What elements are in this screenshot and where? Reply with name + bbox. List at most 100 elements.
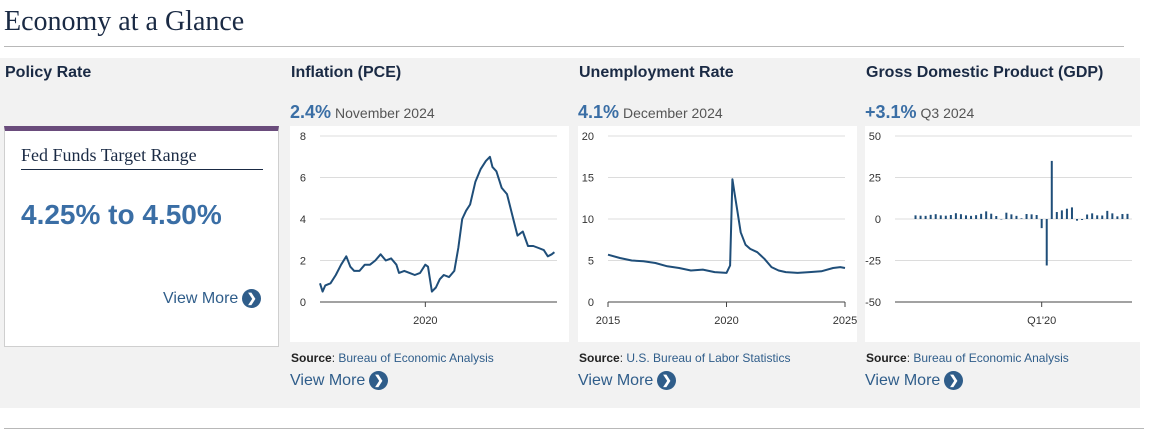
gdp-bar: [1010, 214, 1013, 219]
gdp-bar: [1126, 213, 1129, 219]
view-more-label: View More: [865, 371, 941, 389]
gdp-bar: [1111, 213, 1114, 219]
unemployment-headline: 4.1% December 2024: [578, 102, 723, 123]
inflation-chart: 0 2 4 6 8 2020: [290, 126, 569, 342]
series-line: [319, 155, 556, 293]
gdp-bar: [1015, 215, 1018, 219]
gdp-source: Source: Bureau of Economic Analysis: [866, 351, 1069, 365]
gdp-bar: [919, 215, 922, 219]
policy-rate-card: Fed Funds Target Range 4.25% to 4.50% Vi…: [4, 126, 279, 347]
gdp-chart: -50 -25 0 25 50 Q1'20: [865, 126, 1144, 342]
gdp-bar: [964, 215, 967, 219]
y-tick-label: 10: [582, 214, 594, 226]
y-tick-label: -25: [865, 256, 881, 268]
y-tick-label: 0: [300, 297, 306, 309]
gdp-value: +3.1%: [865, 102, 917, 122]
gdp-bar: [1030, 214, 1033, 219]
unemployment-value: 4.1%: [578, 102, 620, 122]
gdp-bar: [949, 215, 952, 219]
gdp-bar: [929, 214, 932, 219]
gdp-view-more-link[interactable]: View More ❯: [865, 371, 964, 390]
unemployment-view-more-link[interactable]: View More ❯: [578, 371, 677, 390]
inflation-chart-svg: 0 2 4 6 8 2020: [300, 131, 557, 327]
title-divider: [4, 46, 1124, 47]
gdp-bar: [954, 213, 957, 219]
fed-funds-value: 4.25% to 4.50%: [21, 199, 222, 230]
x-tick-label: 2015: [596, 315, 620, 327]
gdp-bar: [1065, 208, 1068, 219]
x-tick-label: 2025: [833, 315, 857, 327]
page-title: Economy at a Glance: [4, 6, 245, 37]
inflation-headline: 2.4% November 2024: [290, 102, 435, 123]
gdp-bar: [1060, 210, 1063, 219]
y-tick-label: 50: [869, 131, 881, 143]
x-tick-label: Q1'20: [1027, 315, 1056, 327]
gdp-bar: [1045, 219, 1048, 266]
gdp-bar: [980, 213, 983, 219]
chevron-right-icon: ❯: [242, 289, 262, 308]
series-line: [607, 178, 846, 274]
gdp-bar: [985, 211, 988, 219]
source-label: Source: [291, 351, 332, 365]
y-tick-label: 25: [869, 173, 881, 185]
gdp-bar: [1070, 207, 1073, 219]
chevron-right-icon: ❯: [657, 371, 677, 390]
gdp-bar: [1106, 210, 1109, 219]
y-tick-label: 0: [875, 214, 881, 226]
gdp-bar: [975, 215, 978, 219]
gdp-bar: [1005, 212, 1008, 219]
y-tick-label: 8: [300, 131, 306, 143]
gdp-bar: [1035, 215, 1038, 219]
gdp-bar: [924, 215, 927, 219]
y-tick-label: 6: [300, 173, 306, 185]
gdp-bar: [1076, 219, 1079, 221]
gdp-bar: [1101, 215, 1104, 219]
gdp-bar: [1081, 219, 1084, 220]
x-tick-label: 2020: [413, 315, 437, 327]
gdp-source-link[interactable]: Bureau of Economic Analysis: [913, 351, 1069, 365]
gdp-bar: [944, 215, 947, 219]
unemployment-heading: Unemployment Rate: [579, 64, 734, 81]
policy-rate-heading: Policy Rate: [5, 64, 92, 81]
gdp-bar: [1050, 160, 1053, 219]
source-label: Source: [579, 351, 620, 365]
gdp-bar: [1091, 213, 1094, 219]
gdp-headline: +3.1% Q3 2024: [865, 102, 974, 123]
view-more-label: View More: [290, 371, 366, 389]
gdp-bar: [1086, 214, 1089, 219]
inflation-heading: Inflation (PCE): [291, 64, 402, 81]
policy-view-more-link[interactable]: View More ❯: [163, 289, 262, 308]
unemployment-source: Source: U.S. Bureau of Labor Statistics: [579, 351, 791, 365]
gdp-bar: [1040, 219, 1043, 229]
inflation-value: 2.4%: [290, 102, 332, 122]
chevron-right-icon: ❯: [369, 371, 389, 390]
chevron-right-icon: ❯: [944, 371, 964, 390]
inflation-source: Source: Bureau of Economic Analysis: [291, 351, 494, 365]
unemployment-chart-svg: 0 5 10 15 20 2015 2020 2025: [582, 131, 857, 327]
gdp-heading: Gross Domestic Product (GDP): [866, 64, 1104, 81]
gdp-bar: [1025, 214, 1028, 219]
y-tick-label: 5: [588, 256, 594, 268]
gdp-bar: [1000, 219, 1003, 220]
inflation-view-more-link[interactable]: View More ❯: [290, 371, 389, 390]
gdp-bar: [970, 215, 973, 219]
inflation-date: November 2024: [335, 105, 435, 121]
y-tick-label: 2: [300, 256, 306, 268]
source-label: Source: [866, 351, 907, 365]
x-tick-label: 2020: [714, 315, 738, 327]
gdp-bar: [939, 215, 942, 219]
y-tick-label: 4: [300, 214, 306, 226]
gdp-date: Q3 2024: [920, 105, 975, 121]
unemployment-chart: 0 5 10 15 20 2015 2020 2025: [578, 126, 857, 342]
gdp-bar: [1020, 218, 1023, 219]
bottom-divider: [4, 428, 1144, 429]
unemployment-source-link[interactable]: U.S. Bureau of Labor Statistics: [626, 351, 791, 365]
gdp-bar: [995, 216, 998, 219]
y-tick-label: 15: [582, 173, 594, 185]
gdp-bar: [934, 214, 937, 219]
gdp-bar: [914, 215, 917, 219]
gdp-bar: [1121, 214, 1124, 219]
inflation-source-link[interactable]: Bureau of Economic Analysis: [338, 351, 494, 365]
gdp-chart-svg: -50 -25 0 25 50 Q1'20: [865, 131, 1132, 327]
gdp-bar: [1096, 215, 1099, 219]
